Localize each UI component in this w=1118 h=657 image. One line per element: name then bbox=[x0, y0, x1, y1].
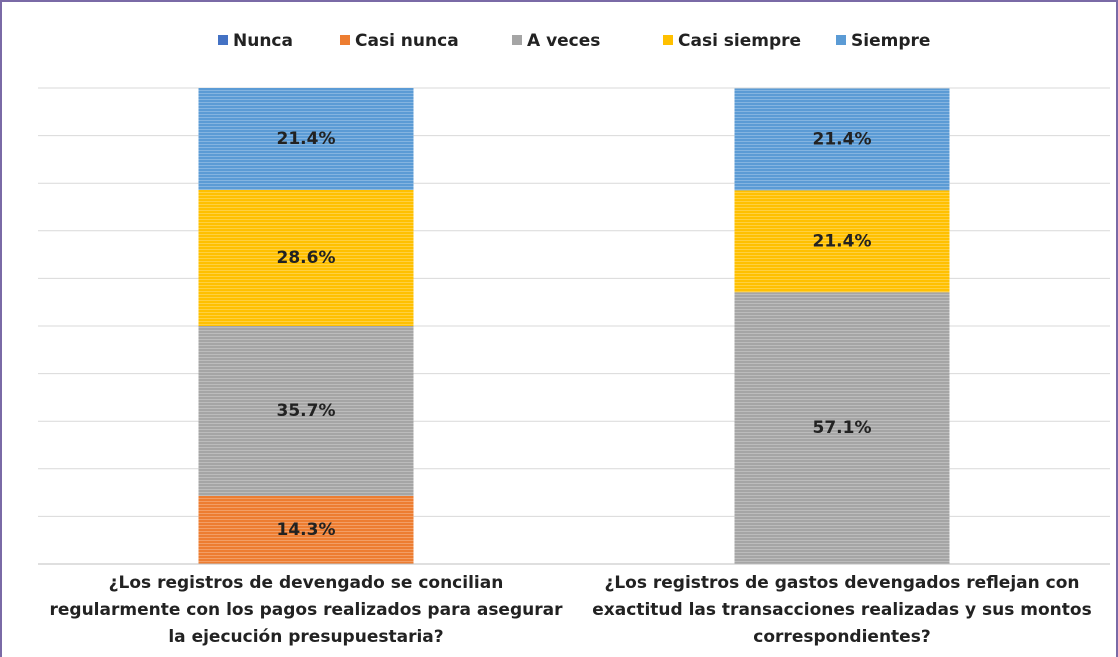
data-label: 28.6% bbox=[277, 248, 336, 268]
legend-swatch bbox=[663, 35, 673, 45]
data-label: 21.4% bbox=[813, 231, 872, 251]
legend-swatch bbox=[218, 35, 228, 45]
x-tick-label: ¿Los registros de gastos devengados refl… bbox=[592, 573, 1092, 647]
bar-texture bbox=[198, 495, 414, 564]
legend-label: Casi nunca bbox=[355, 31, 459, 51]
data-label: 21.4% bbox=[277, 129, 336, 149]
bar-texture bbox=[198, 88, 414, 190]
data-label: 57.1% bbox=[813, 418, 872, 438]
x-tick-label: ¿Los registros de devengado se concilian… bbox=[49, 573, 563, 647]
legend-label: Siempre bbox=[851, 31, 930, 51]
data-label: 35.7% bbox=[277, 401, 336, 421]
bar-texture bbox=[734, 190, 950, 293]
data-label: 14.3% bbox=[277, 520, 336, 540]
bar-texture bbox=[734, 88, 950, 191]
legend-swatch bbox=[512, 35, 522, 45]
legend-swatch bbox=[340, 35, 350, 45]
legend-label: Nunca bbox=[233, 31, 293, 51]
bar-texture bbox=[734, 292, 950, 564]
legend-swatch bbox=[836, 35, 846, 45]
legend-label: A veces bbox=[527, 31, 600, 51]
legend-label: Casi siempre bbox=[678, 31, 801, 51]
bar-texture bbox=[198, 326, 414, 496]
bar-texture bbox=[198, 189, 414, 326]
data-label: 21.4% bbox=[813, 129, 872, 149]
